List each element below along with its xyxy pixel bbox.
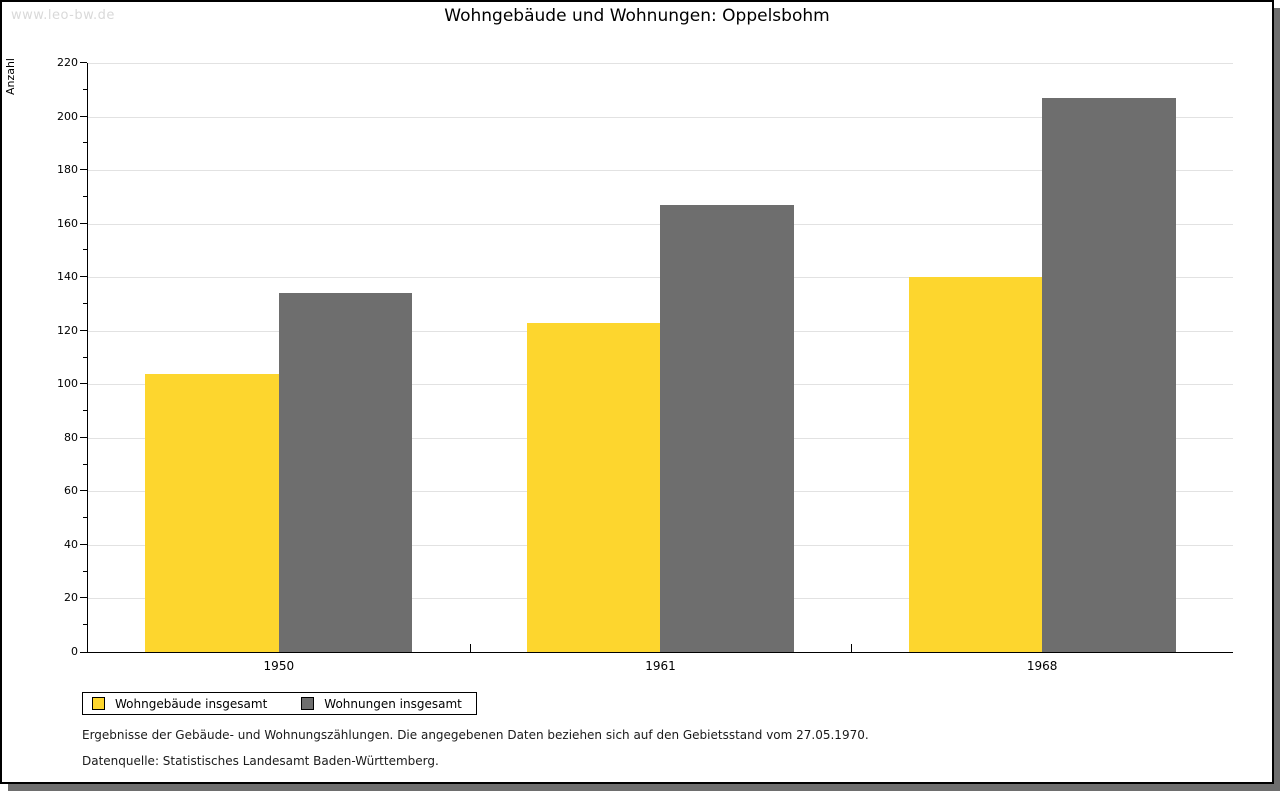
y-tick-label-180: 180 xyxy=(57,163,78,177)
x-tick-label-1968: 1968 xyxy=(1026,659,1058,673)
y-minor-tick-150 xyxy=(83,249,87,251)
y-minor-tick-170 xyxy=(83,195,87,197)
y-major-tick-220 xyxy=(80,62,87,63)
y-tick-label-220: 220 xyxy=(57,56,78,69)
y-major-tick-60 xyxy=(80,490,87,492)
y-tick-label-20: 20 xyxy=(64,591,78,605)
y-axis-label: Anzahl xyxy=(4,58,17,96)
y-minor-tick-50 xyxy=(83,517,87,519)
y-minor-tick-10 xyxy=(83,624,87,626)
y-tick-label-80: 80 xyxy=(64,430,78,444)
y-tick-label-40: 40 xyxy=(64,537,78,551)
y-minor-tick-30 xyxy=(83,570,87,572)
y-major-tick-20 xyxy=(80,597,87,599)
y-tick-label-120: 120 xyxy=(57,323,78,337)
y-major-tick-160 xyxy=(80,222,87,224)
bar-wohngeb-ude-insgesamt-1968 xyxy=(908,277,1043,652)
y-minor-tick-70 xyxy=(83,463,87,465)
y-major-tick-40 xyxy=(80,543,87,545)
y-major-tick-0 xyxy=(80,652,87,653)
y-minor-tick-190 xyxy=(83,142,87,144)
y-major-tick-80 xyxy=(80,436,87,438)
y-major-tick-180 xyxy=(80,169,87,171)
y-tick-label-200: 200 xyxy=(57,109,78,123)
category-group-1968: 1968 xyxy=(851,63,1233,673)
y-major-tick-140 xyxy=(80,276,87,278)
category-group-1961: 1961 xyxy=(470,63,852,673)
y-tick-label-160: 160 xyxy=(57,216,78,230)
y-minor-tick-130 xyxy=(83,302,87,304)
legend-entry-1: Wohngebäude insgesamt xyxy=(92,697,267,711)
legend-label-2: Wohnungen insgesamt xyxy=(324,696,462,711)
y-tick-label-0: 0 xyxy=(71,645,78,658)
x-boundary-tick-2 xyxy=(851,644,853,652)
plot-area: 0 20 40 60 80 100 120 140 160 180 200 220 1950 1961 19… xyxy=(57,56,1233,673)
y-minor-tick-90 xyxy=(83,410,87,412)
y-major-tick-120 xyxy=(80,329,87,331)
y-gridline-180 xyxy=(88,170,1233,172)
y-major-tick-200 xyxy=(80,115,87,117)
legend-label-1: Wohngebäude insgesamt xyxy=(115,696,268,711)
y-tick-label-60: 60 xyxy=(64,484,78,498)
chart-title: Wohngebäude und Wohnungen: Oppelsbohm xyxy=(444,6,830,26)
footnote-data-source: Datenquelle: Statistisches Landesamt Bad… xyxy=(82,754,439,768)
legend-swatch-2 xyxy=(301,697,315,710)
y-gridline-200 xyxy=(88,116,1233,118)
x-tick-label-1961: 1961 xyxy=(645,659,676,673)
legend: Wohngebäude insgesamt Wohnungen insgesamt xyxy=(82,692,477,715)
x-tick-label-1950: 1950 xyxy=(263,659,295,673)
y-tick-label-100: 100 xyxy=(57,377,78,391)
y-major-tick-100 xyxy=(80,383,87,385)
y-minor-tick-110 xyxy=(83,356,87,358)
y-tick-label-140: 140 xyxy=(57,270,78,284)
bar-wohngeb-ude-insgesamt-1950 xyxy=(145,373,279,652)
legend-entry-2: Wohnungen insgesamt xyxy=(301,697,462,711)
footnote-source-note: Ergebnisse der Gebäude- und Wohnungszähl… xyxy=(82,728,869,742)
y-minor-tick-210 xyxy=(83,88,87,90)
bar-wohnungen-insgesamt-1950 xyxy=(278,293,413,652)
x-boundary-tick-1 xyxy=(469,644,471,652)
category-group-1950: 1950 xyxy=(88,63,470,673)
bar-wohnungen-insgesamt-1961 xyxy=(660,204,795,652)
y-gridline-220 xyxy=(88,63,1233,64)
bar-wohngeb-ude-insgesamt-1961 xyxy=(526,322,661,652)
legend-swatch-1 xyxy=(92,697,105,710)
watermark: www.leo-bw.de xyxy=(11,8,115,23)
bar-wohnungen-insgesamt-1968 xyxy=(1042,97,1176,652)
